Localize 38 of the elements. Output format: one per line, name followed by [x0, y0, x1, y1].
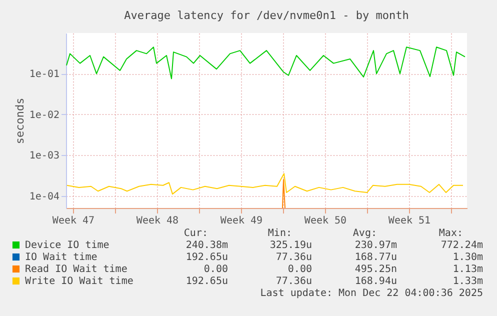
line-series [66, 173, 464, 195]
text: 1.33m [452, 276, 483, 287]
y-axis-title: seconds [13, 98, 26, 144]
text: 0.00 [204, 264, 228, 275]
text: Cur: [184, 228, 208, 239]
text: Min: [268, 228, 292, 239]
y-tick-label: 1e-01 [29, 69, 60, 80]
line-series [66, 46, 466, 80]
y-tick-label: 1e-02 [29, 110, 60, 121]
x-tick-label: Week 51 [388, 216, 431, 226]
x-tick-label: Week 48 [136, 216, 179, 226]
text: 325.19u [270, 240, 312, 251]
text: 168.94u [354, 276, 397, 287]
x-tick-label: Week 49 [220, 216, 263, 226]
text: 1.13m [452, 264, 483, 275]
text: 192.65u [186, 252, 228, 263]
x-tick-label: Week 47 [52, 216, 95, 226]
text: 1.30m [452, 252, 483, 263]
y-tick-label: 1e-03 [29, 150, 60, 162]
text: 772.24m [440, 240, 483, 251]
text: Avg: [352, 228, 377, 239]
legend-label: Read IO Wait time [25, 264, 128, 275]
text: 0.00 [288, 264, 312, 275]
text: 240.38m [186, 240, 228, 251]
text: 192.65u [186, 276, 228, 287]
text: Max: [438, 228, 463, 239]
text: 168.77u [354, 252, 397, 263]
chart-title: Average latency for /dev/nvme0n1 - by month [124, 9, 409, 22]
y-tick-label: 1e-04 [29, 191, 60, 202]
text: 495.25n [354, 264, 397, 275]
legend-label: Device IO time [25, 240, 110, 251]
text: 77.36u [276, 252, 312, 263]
text: 77.36u [276, 276, 312, 287]
legend-label: IO Wait time [25, 252, 98, 263]
text: Last update: Mon Dec 22 04:00:36 2025 [260, 288, 483, 299]
x-tick-label: Week 50 [304, 216, 347, 226]
legend-label: Write IO Wait time [25, 276, 134, 287]
text: 230.97m [354, 240, 397, 251]
